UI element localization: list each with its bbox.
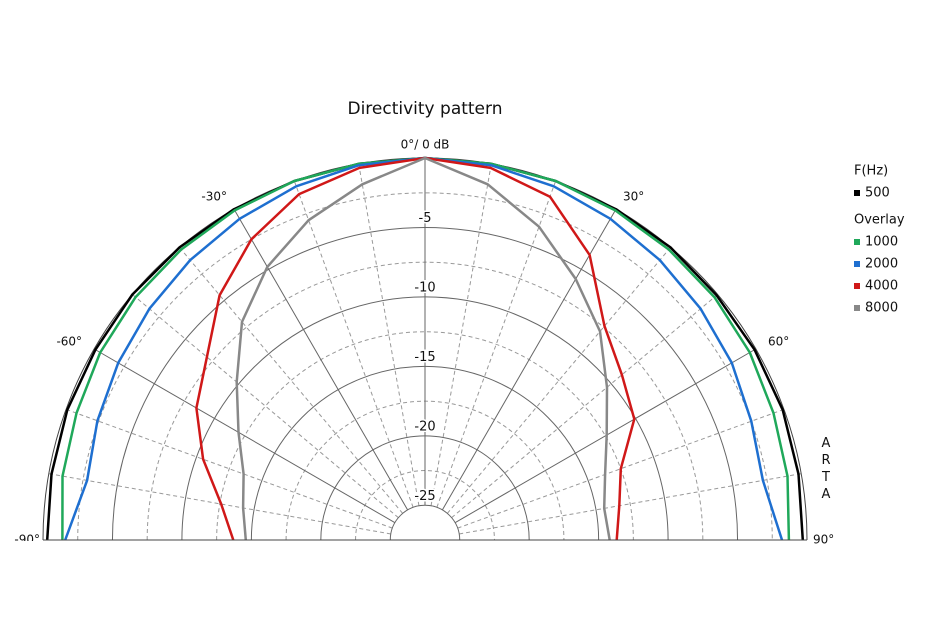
- grid-spoke: [441, 208, 617, 511]
- grid-ring-minor: [77, 192, 773, 541]
- grid-spoke-minor: [459, 473, 802, 535]
- legend-swatch: [854, 305, 860, 311]
- series-line: [235, 156, 611, 541]
- theta-tick-label: 90°: [813, 533, 834, 547]
- grid-spoke: [93, 348, 396, 524]
- legend-label: 4000: [865, 279, 898, 294]
- legend-swatch: [854, 261, 860, 267]
- theta-tick-label: 30°: [623, 190, 644, 204]
- grid-spoke-minor: [436, 180, 557, 508]
- grid-spoke-minor: [430, 163, 492, 506]
- theta-tick-label: -60°: [56, 335, 82, 349]
- grid-spoke-minor: [358, 163, 420, 506]
- r-tick-label: -25: [414, 489, 435, 504]
- below-mask: [0, 541, 800, 619]
- chart-title: Directivity pattern: [347, 99, 502, 119]
- r-tick-label: -5: [419, 211, 432, 226]
- grid-spoke-minor: [132, 294, 399, 519]
- watermark: ARTA: [819, 436, 834, 504]
- legend-label: 2000: [865, 257, 898, 272]
- theta-tick-label: 60°: [768, 335, 789, 349]
- legend-swatch: [854, 283, 860, 289]
- theta-tick-label: 0°/ 0 dB: [401, 138, 450, 152]
- grid-spoke-minor: [65, 408, 393, 529]
- theta-tick-label: -30°: [201, 190, 227, 204]
- r-tick-label: -15: [414, 350, 435, 365]
- legend-heading: Overlay: [854, 213, 905, 228]
- legend-label: 500: [865, 186, 890, 201]
- legend-swatch: [854, 190, 860, 196]
- grid-spoke-minor: [179, 247, 404, 514]
- legend-swatch: [854, 239, 860, 245]
- r-tick-label: -10: [414, 280, 435, 295]
- legend-label: 8000: [865, 301, 898, 316]
- grid-spoke-minor: [293, 180, 414, 508]
- r-tick-label: -20: [414, 419, 435, 434]
- grid-ring: [389, 504, 461, 541]
- legend-label: 1000: [865, 235, 898, 250]
- grid-spoke-minor: [48, 473, 391, 535]
- grid-spoke-minor: [451, 294, 718, 519]
- grid-spoke-minor: [457, 408, 785, 529]
- grid-spoke-minor: [446, 247, 671, 514]
- legend-title: F(Hz): [854, 164, 888, 179]
- grid-spoke: [233, 208, 409, 511]
